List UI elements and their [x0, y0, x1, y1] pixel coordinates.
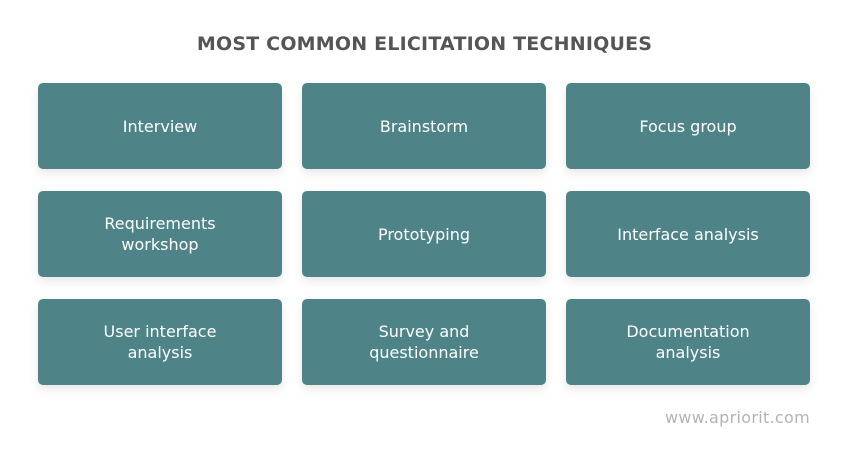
- technique-label: Focus group: [639, 116, 737, 136]
- technique-card-user-interface-analysis: User interface analysis: [38, 299, 282, 385]
- page-title: MOST COMMON ELICITATION TECHNIQUES: [196, 33, 653, 55]
- technique-card-interview: Interview: [38, 83, 282, 169]
- technique-label: Interview: [122, 116, 198, 136]
- technique-card-interface-analysis: Interface analysis: [566, 191, 810, 277]
- technique-label: Documentation analysis: [626, 322, 750, 362]
- technique-label: Survey and questionnaire: [369, 322, 479, 362]
- technique-label: Requirements workshop: [104, 214, 216, 254]
- technique-card-prototyping: Prototyping: [302, 191, 546, 277]
- technique-label: Brainstorm: [379, 116, 469, 136]
- technique-card-survey-questionnaire: Survey and questionnaire: [302, 299, 546, 385]
- technique-card-documentation-analysis: Documentation analysis: [566, 299, 810, 385]
- technique-label: User interface analysis: [103, 322, 217, 362]
- technique-card-requirements-workshop: Requirements workshop: [38, 191, 282, 277]
- technique-card-brainstorm: Brainstorm: [302, 83, 546, 169]
- technique-label: Interface analysis: [617, 224, 759, 244]
- technique-card-focus-group: Focus group: [566, 83, 810, 169]
- techniques-grid: Interview Brainstorm Focus group Require…: [38, 83, 810, 385]
- website-url: www.apriorit.com: [664, 408, 810, 427]
- technique-label: Prototyping: [377, 224, 471, 244]
